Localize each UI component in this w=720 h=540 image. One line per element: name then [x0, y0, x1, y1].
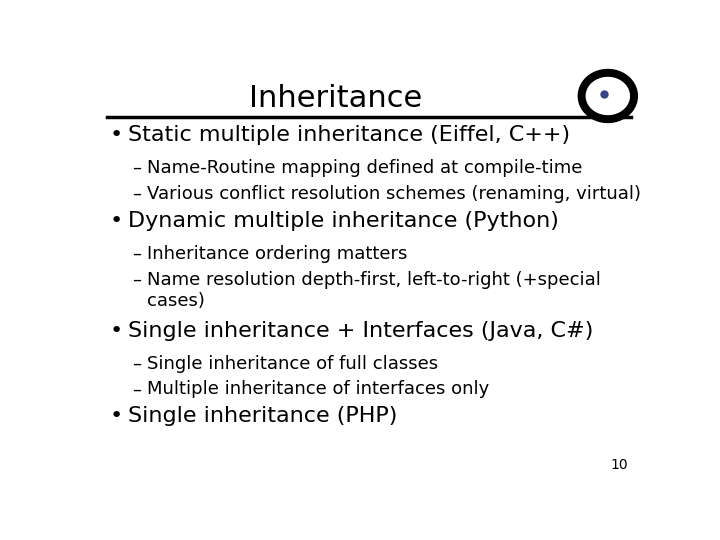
Text: Single inheritance (PHP): Single inheritance (PHP)	[128, 406, 397, 426]
Text: •: •	[109, 321, 123, 341]
Text: –: –	[132, 159, 141, 177]
Text: –: –	[132, 380, 141, 399]
Text: –: –	[132, 355, 141, 373]
Text: •: •	[109, 125, 123, 145]
Text: Inheritance: Inheritance	[249, 84, 422, 112]
Text: 10: 10	[611, 458, 629, 472]
Text: –: –	[132, 271, 141, 288]
Text: •: •	[109, 406, 123, 426]
Text: Name resolution depth-first, left-to-right (+special: Name resolution depth-first, left-to-rig…	[147, 271, 600, 288]
Text: Inheritance ordering matters: Inheritance ordering matters	[147, 245, 408, 263]
Text: cases): cases)	[147, 292, 204, 310]
Polygon shape	[583, 75, 632, 118]
Text: –: –	[132, 185, 141, 203]
Text: Various conflict resolution schemes (renaming, virtual): Various conflict resolution schemes (ren…	[147, 185, 641, 203]
Text: –: –	[132, 245, 141, 263]
Text: Name-Routine mapping defined at compile-time: Name-Routine mapping defined at compile-…	[147, 159, 582, 177]
Text: •: •	[109, 211, 123, 231]
Text: Multiple inheritance of interfaces only: Multiple inheritance of interfaces only	[147, 380, 489, 399]
Text: Static multiple inheritance (Eiffel, C++): Static multiple inheritance (Eiffel, C++…	[128, 125, 570, 145]
Text: Single inheritance + Interfaces (Java, C#): Single inheritance + Interfaces (Java, C…	[128, 321, 593, 341]
Text: Single inheritance of full classes: Single inheritance of full classes	[147, 355, 438, 373]
Text: Dynamic multiple inheritance (Python): Dynamic multiple inheritance (Python)	[128, 211, 559, 231]
